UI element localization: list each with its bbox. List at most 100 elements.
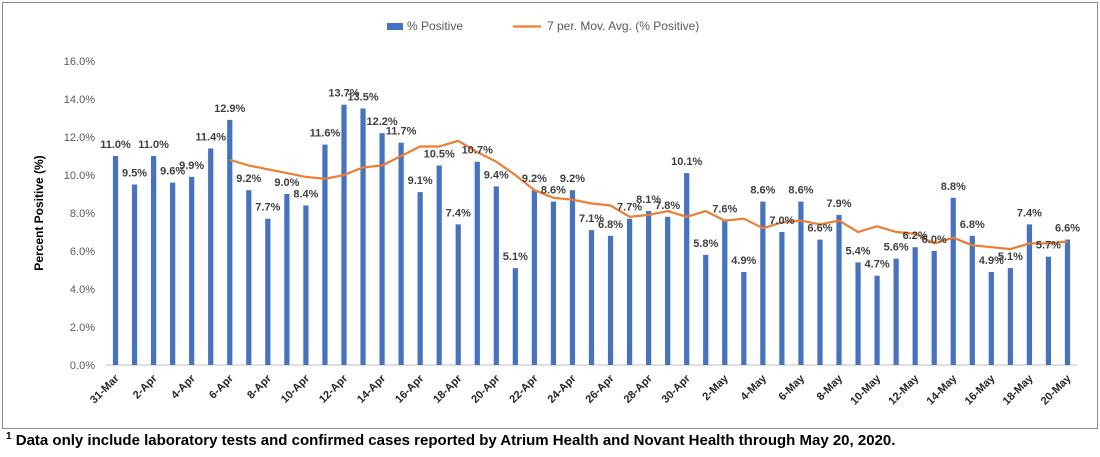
- data-label: 7.6%: [712, 204, 737, 216]
- bar: [531, 190, 537, 365]
- data-label: 7.7%: [255, 202, 280, 214]
- x-tick-label: 16-May: [963, 372, 998, 407]
- x-tick-label: 10-May: [848, 372, 883, 407]
- x-tick-label: 2-Apr: [131, 372, 160, 401]
- bar: [588, 230, 595, 365]
- bar: [817, 239, 823, 365]
- y-tick-label: 0.0%: [70, 360, 95, 372]
- data-label: 5.4%: [846, 245, 871, 257]
- data-label: 8.6%: [541, 185, 566, 197]
- x-tick-label: 18-May: [1001, 372, 1036, 407]
- data-label: 9.2%: [560, 173, 585, 185]
- x-tick-label: 4-Apr: [169, 372, 198, 401]
- y-tick-label: 16.0%: [64, 56, 95, 68]
- data-label: 10.5%: [424, 149, 455, 161]
- bar: [988, 271, 994, 365]
- bar: [741, 271, 747, 365]
- data-label: 9.1%: [408, 175, 433, 187]
- bar: [626, 218, 633, 365]
- bar: [1007, 268, 1013, 365]
- data-label: 11.6%: [310, 128, 341, 140]
- bar: [379, 133, 385, 365]
- bar: [550, 201, 557, 365]
- data-label: 10.7%: [462, 145, 493, 157]
- bar: [112, 156, 119, 365]
- data-label: 5.1%: [998, 251, 1023, 263]
- footnote: 1 Data only include laboratory tests and…: [6, 431, 895, 449]
- bar: [912, 247, 918, 365]
- y-tick-label: 12.0%: [64, 132, 95, 144]
- data-label: 12.2%: [366, 116, 397, 128]
- data-label: 5.6%: [884, 242, 909, 254]
- x-tick-label: 6-Apr: [207, 372, 236, 401]
- data-label: 8.4%: [293, 188, 318, 200]
- chart: 0.0% 2.0% 4.0% 6.0% 8.0% 10.0% 12.0% 14.0% 16.0%…: [32, 19, 1080, 407]
- bar: [760, 201, 766, 365]
- bar: [1026, 224, 1033, 365]
- data-label: 7.1%: [579, 213, 604, 225]
- bar: [322, 144, 328, 365]
- x-tick-label: 31-Mar: [88, 372, 122, 406]
- bar: [684, 173, 690, 365]
- bar: [950, 197, 956, 365]
- data-label: 13.7%: [328, 88, 359, 100]
- bar: [341, 104, 347, 365]
- bar: [969, 235, 975, 365]
- data-label: 9.9%: [179, 160, 204, 172]
- bar: [779, 232, 785, 365]
- bar: [1045, 256, 1052, 365]
- x-tick-label: 24-Apr: [545, 372, 579, 406]
- data-label: 9.2%: [522, 173, 547, 185]
- data-label: 7.4%: [1017, 207, 1042, 219]
- data-label: 13.5%: [347, 92, 378, 104]
- bar: [246, 190, 252, 365]
- x-tick-label: 4-May: [738, 372, 769, 403]
- y-axis-title: Percent Positive (%): [32, 155, 46, 270]
- legend-line-label: 7 per. Mov. Avg. (% Positive): [547, 19, 699, 33]
- bar: [170, 182, 176, 365]
- x-tick-label: 22-Apr: [507, 372, 541, 406]
- bar: [874, 275, 880, 365]
- y-tick-label: 14.0%: [64, 94, 95, 106]
- x-tick-label: 2-May: [700, 372, 731, 403]
- bar: [665, 216, 671, 365]
- bar: [417, 192, 423, 365]
- x-tick-label: 28-Apr: [622, 372, 656, 406]
- data-label: 8.1%: [636, 194, 661, 206]
- data-label: 10.1%: [671, 156, 702, 168]
- data-label: 9.4%: [484, 169, 509, 181]
- bar: [607, 235, 614, 365]
- x-tick-label: 10-Apr: [279, 372, 313, 406]
- x-tick-label: 20-Apr: [469, 372, 503, 406]
- bar: [189, 176, 195, 365]
- bar: [398, 142, 404, 365]
- data-label: 6.8%: [960, 219, 985, 231]
- bar: [512, 268, 518, 365]
- data-label: 5.8%: [693, 238, 718, 250]
- y-tick-label: 2.0%: [70, 322, 95, 334]
- bar: [722, 220, 728, 365]
- x-tick-label: 8-Apr: [245, 372, 274, 401]
- data-label: 6.6%: [1055, 223, 1080, 235]
- bar: [436, 165, 442, 365]
- bar: [931, 251, 937, 365]
- bar: [569, 190, 576, 365]
- bar: [303, 205, 309, 365]
- data-label: 6.6%: [807, 223, 832, 235]
- data-label: 11.7%: [386, 126, 417, 138]
- bar: [208, 148, 214, 365]
- x-tick-label: 20-May: [1039, 372, 1074, 407]
- y-tick-label: 8.0%: [70, 208, 95, 220]
- y-tick-label: 4.0%: [70, 284, 95, 296]
- legend-bar-label: % Positive: [407, 19, 463, 33]
- data-label: 4.7%: [865, 259, 890, 271]
- data-label: 8.6%: [788, 185, 813, 197]
- footnote-text: Data only include laboratory tests and c…: [15, 432, 896, 449]
- data-label: 4.9%: [979, 255, 1004, 267]
- data-label: 7.8%: [655, 200, 680, 212]
- x-tick-label: 14-Apr: [355, 372, 389, 406]
- bar: [836, 214, 842, 365]
- data-label: 11.0%: [138, 139, 169, 151]
- y-tick-label: 6.0%: [70, 246, 95, 258]
- bar: [360, 108, 366, 365]
